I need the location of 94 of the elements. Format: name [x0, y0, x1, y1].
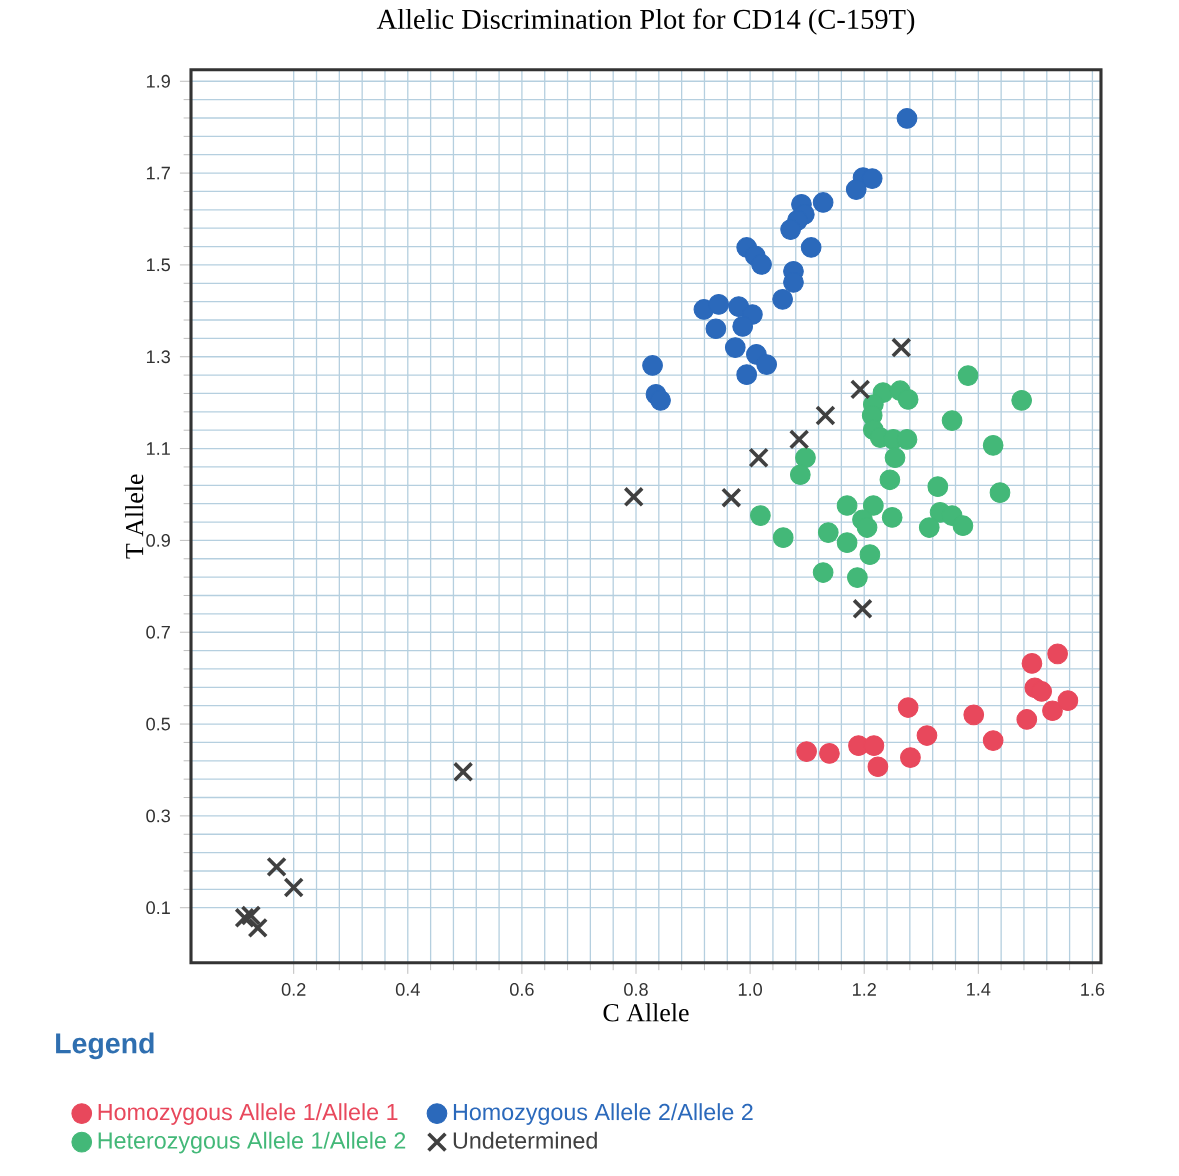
- point: [916, 725, 938, 746]
- point: [879, 469, 901, 491]
- y-axis-title: T Allele: [125, 474, 144, 559]
- point: [896, 108, 918, 129]
- y-tick-label: 1.5: [146, 258, 171, 272]
- point: [452, 761, 474, 783]
- point: [859, 544, 881, 566]
- y-tick-label: 1.7: [146, 166, 170, 180]
- y-tick-label: 1.9: [146, 74, 170, 88]
- point: [1047, 643, 1068, 665]
- point: [952, 515, 974, 537]
- point: [900, 747, 921, 769]
- point: [862, 495, 884, 516]
- legend-label: Homozygous Allele 2/Allele 2: [453, 1103, 753, 1125]
- point: [1057, 690, 1079, 712]
- point: [812, 562, 834, 583]
- point: [789, 464, 811, 486]
- y-tick-label: 0.5: [146, 717, 171, 731]
- point: [796, 741, 817, 763]
- point: [247, 917, 268, 939]
- point: [941, 410, 963, 431]
- point: [736, 364, 758, 386]
- point: [750, 505, 771, 527]
- point: [819, 743, 840, 764]
- point: [836, 495, 858, 516]
- point: [756, 354, 778, 375]
- point: [748, 447, 769, 469]
- point: [849, 379, 871, 400]
- point: [897, 697, 919, 718]
- point: [283, 877, 304, 898]
- legend-label: Undetermined: [453, 1131, 597, 1149]
- x-tick-label: 1.4: [967, 983, 991, 996]
- point: [852, 598, 873, 620]
- point: [918, 517, 940, 538]
- point: [788, 429, 810, 450]
- point: [927, 476, 949, 498]
- point: [891, 337, 912, 358]
- point: [1016, 709, 1038, 730]
- y-tick-label: 0.7: [146, 625, 170, 639]
- x-tick-label: 0.4: [395, 983, 420, 996]
- legend-label: Heterozygous Allele 1/Allele 2: [98, 1131, 406, 1154]
- point: [815, 405, 836, 426]
- point: [240, 905, 262, 926]
- point: [856, 517, 878, 538]
- point: [847, 567, 868, 589]
- point: [963, 704, 985, 726]
- point: [724, 337, 746, 358]
- point: [982, 435, 1004, 456]
- point: [623, 486, 644, 508]
- x-tick-label: 0.6: [509, 983, 534, 996]
- point: [1021, 653, 1043, 674]
- point: [812, 192, 834, 213]
- point: [234, 907, 255, 929]
- x-axis-title: C Allele: [603, 1003, 689, 1022]
- point: [705, 318, 727, 340]
- x-tick-label: 1.6: [1081, 983, 1105, 996]
- point: [795, 447, 816, 469]
- point: [957, 365, 979, 387]
- x-tick-label: 0.8: [624, 983, 648, 996]
- point: [650, 390, 671, 411]
- point: [780, 219, 801, 241]
- chart-title: Allelic Discrimination Plot for CD14 (C-159T): [376, 8, 915, 35]
- y-tick-label: 1.1: [146, 442, 170, 455]
- point: [884, 447, 906, 469]
- y-tick-label: 0.9: [146, 534, 170, 547]
- point: [800, 237, 822, 258]
- point: [708, 294, 730, 315]
- point: [897, 389, 919, 410]
- point: [772, 289, 793, 310]
- legend-title: Legend: [56, 1032, 154, 1060]
- point: [989, 482, 1011, 504]
- point: [1042, 700, 1063, 722]
- point: [836, 532, 858, 554]
- point: [817, 522, 839, 544]
- point: [266, 856, 287, 878]
- point: [845, 179, 867, 201]
- point: [881, 507, 903, 528]
- point: [751, 254, 772, 275]
- point: [772, 527, 794, 549]
- point: [1031, 681, 1052, 702]
- point: [863, 735, 885, 757]
- x-tick-label: 1.0: [738, 983, 763, 996]
- y-tick-label: 1.3: [146, 350, 170, 364]
- point: [982, 730, 1004, 752]
- x-tick-label: 0.2: [281, 983, 306, 996]
- point: [1011, 390, 1033, 411]
- x-tick-label: 1.2: [852, 983, 876, 996]
- y-tick-label: 0.3: [146, 809, 170, 823]
- point: [732, 316, 754, 337]
- legend-label: Homozygous Allele 1/Allele 1: [98, 1103, 398, 1125]
- y-tick-label: 0.1: [146, 901, 170, 915]
- point: [721, 487, 742, 509]
- point: [867, 756, 889, 778]
- point: [642, 355, 663, 376]
